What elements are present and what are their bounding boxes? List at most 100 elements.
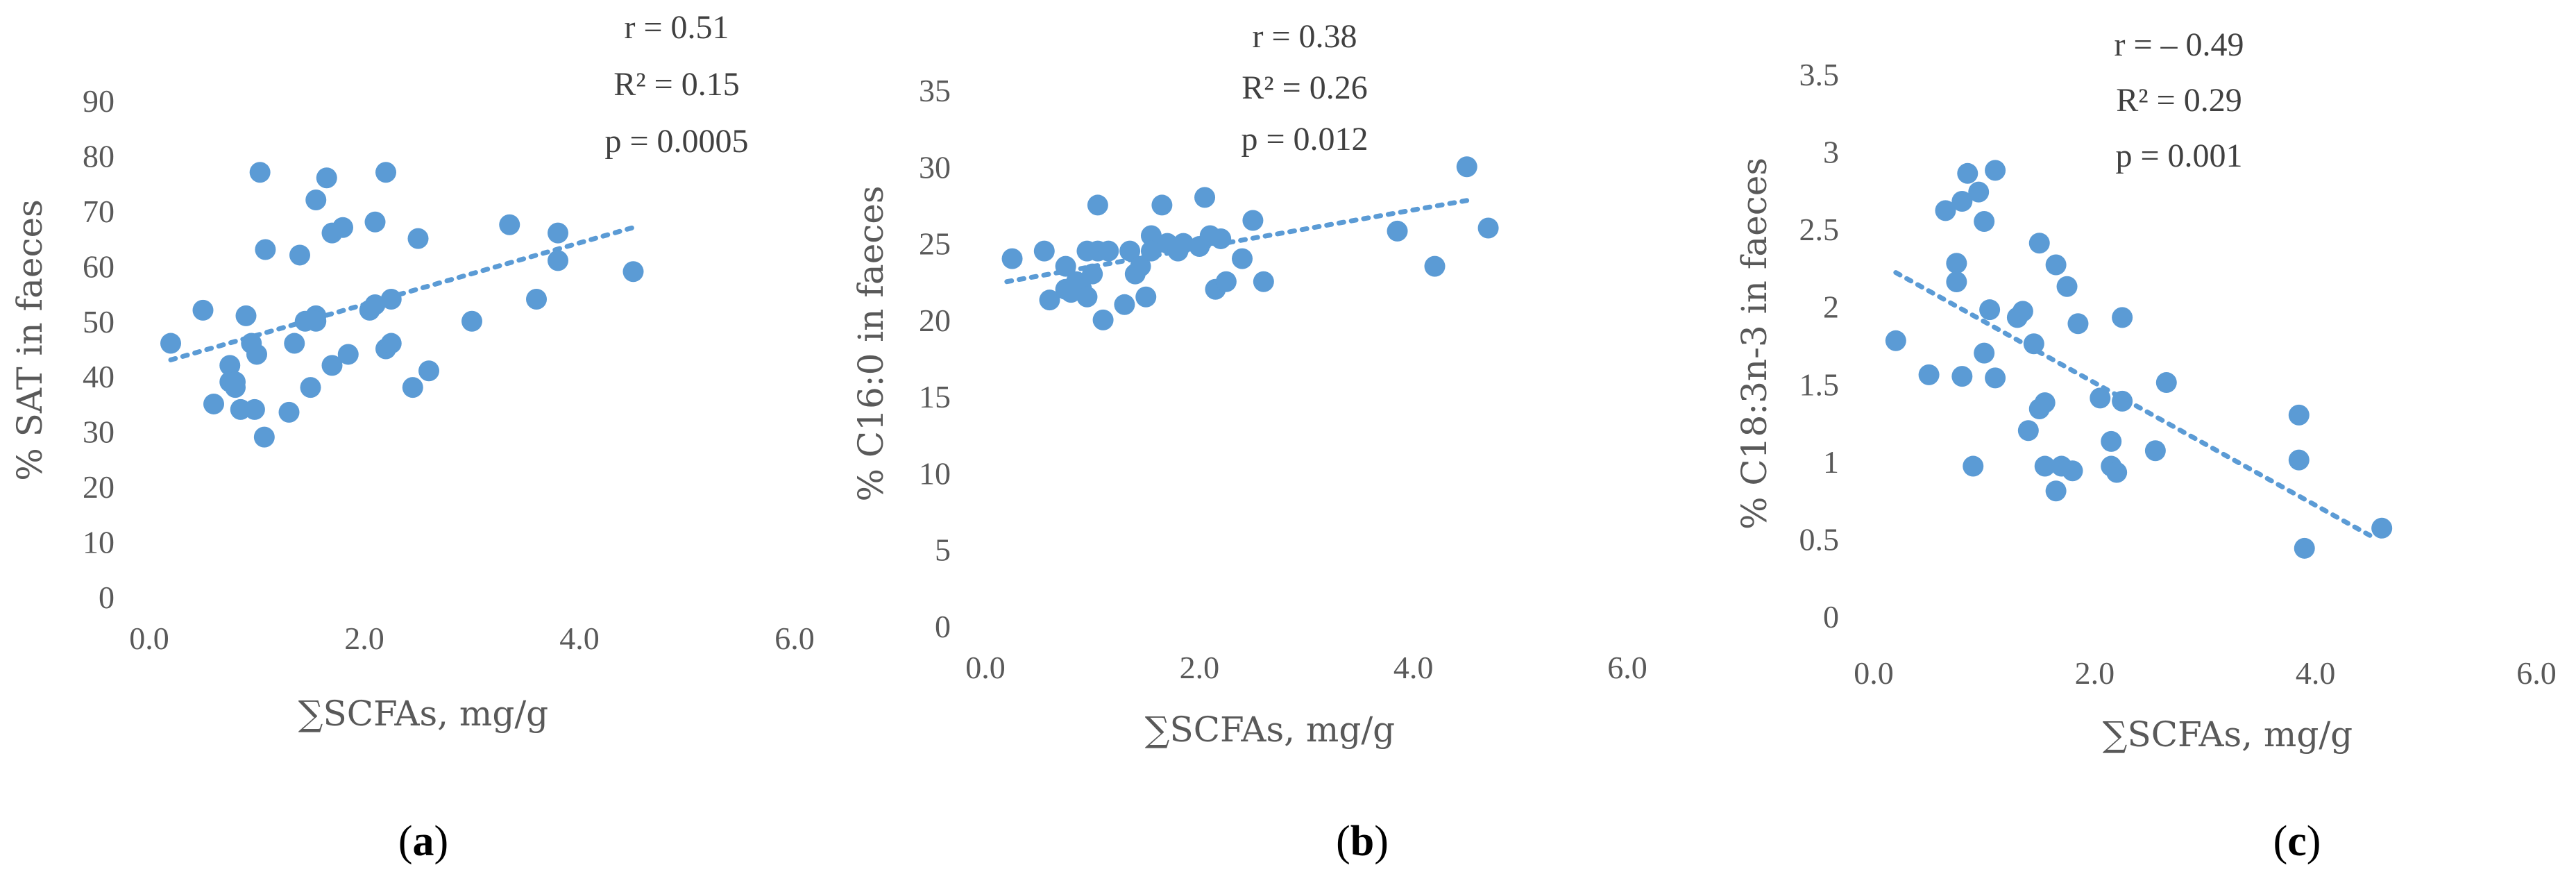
data-point [1215, 271, 1237, 292]
data-point [225, 371, 246, 393]
data-point [235, 305, 257, 326]
x-tick-label: 0.0 [1854, 655, 1894, 691]
y-tick-label: 5 [935, 532, 951, 568]
data-point [1033, 240, 1055, 262]
trendline [1004, 198, 1470, 285]
x-tick-labels-b: 0.0 2.0 4.0 6.0 [965, 650, 1647, 685]
y-axis-title-a: % SAT in faeces [10, 199, 50, 481]
stat-r2-a: R² = 0.15 [613, 66, 739, 103]
stat-p-c: p = 0.001 [2115, 137, 2242, 174]
data-point [160, 333, 181, 354]
data-point [1951, 366, 1973, 387]
y-tick-label: 0.5 [1799, 521, 1840, 557]
data-point [1963, 455, 1984, 477]
data-point [1140, 225, 1162, 246]
trendline-b [1004, 198, 1470, 285]
y-tick-label: 90 [83, 83, 115, 119]
data-point [622, 261, 644, 283]
data-point [1946, 253, 1967, 274]
data-point [1092, 309, 1114, 330]
trendline [1893, 270, 2373, 539]
y-tick-labels-b: 0 5 10 15 20 25 30 35 [919, 73, 951, 644]
data-point [1974, 210, 1995, 232]
y-tick-labels-a: 0 10 20 30 40 50 60 70 80 90 [83, 83, 115, 615]
data-point [1151, 194, 1173, 216]
stat-p-b: p = 0.012 [1241, 121, 1368, 158]
x-tick-label: 4.0 [1393, 650, 1434, 685]
x-tick-label: 2.0 [344, 621, 384, 656]
trendline-c [1893, 270, 2373, 539]
y-tick-label: 1 [1823, 444, 1839, 480]
data-point [1985, 367, 2006, 389]
data-point [1082, 263, 1103, 285]
y-tick-label: 15 [919, 379, 951, 414]
stat-r-a: r = 0.51 [624, 9, 729, 46]
data-point [255, 239, 276, 260]
data-point [1242, 210, 1264, 231]
y-tick-label: 0 [1823, 599, 1839, 635]
data-point [244, 398, 265, 420]
y-tick-label: 2.5 [1799, 212, 1840, 247]
data-point [1968, 181, 1990, 203]
data-point [2144, 440, 2166, 462]
data-points-c [1885, 160, 2393, 559]
data-point [2028, 233, 2050, 254]
data-point [2045, 254, 2067, 276]
data-point [2056, 276, 2078, 297]
y-tick-label: 70 [83, 194, 115, 229]
y-tick-label: 30 [919, 149, 951, 185]
y-tick-labels-c: 0 0.5 1 1.5 2 2.5 3 3.5 [1799, 57, 1840, 635]
x-tick-label: 2.0 [1180, 650, 1220, 685]
data-point [246, 344, 267, 365]
x-axis-title-b: ∑SCFAs, mg/g [1145, 709, 1395, 750]
data-point [2023, 333, 2044, 355]
y-tick-label: 10 [83, 525, 115, 560]
data-point [380, 333, 402, 354]
data-point [1087, 194, 1108, 216]
x-axis-title-a: ∑SCFAs, mg/g [298, 694, 548, 734]
data-point [305, 190, 327, 210]
data-point [1173, 233, 1194, 254]
data-point [1985, 160, 2006, 181]
data-point [1076, 286, 1098, 308]
data-point [1210, 228, 1232, 249]
data-point [305, 310, 327, 332]
data-point [2034, 455, 2056, 477]
data-point [1935, 200, 1956, 221]
x-tick-label: 6.0 [774, 621, 815, 656]
panel-letter-a: a [413, 818, 434, 865]
x-tick-label: 0.0 [965, 650, 1006, 685]
y-tick-label: 1.5 [1799, 367, 1840, 402]
y-tick-label: 3.5 [1799, 57, 1840, 92]
data-point [407, 228, 429, 249]
data-point [2294, 537, 2315, 559]
panel-label-b: (b) [1336, 818, 1389, 865]
data-point [2106, 462, 2128, 483]
data-point [1055, 255, 1076, 277]
stat-p-a: p = 0.0005 [604, 123, 748, 160]
stat-r2-c: R² = 0.29 [2116, 82, 2242, 119]
data-point [375, 162, 396, 183]
y-tick-label: 2 [1823, 289, 1839, 325]
data-point [2112, 390, 2133, 412]
data-point [1001, 248, 1023, 269]
data-point [1253, 271, 1274, 292]
x-tick-label: 0.0 [129, 621, 169, 656]
data-point [1119, 240, 1141, 262]
data-point [1424, 255, 1446, 277]
data-point [1135, 286, 1157, 308]
data-point [1979, 299, 2001, 321]
data-point [192, 299, 214, 321]
data-point [1130, 255, 1151, 277]
data-point [548, 222, 568, 244]
data-point [1232, 248, 1253, 269]
x-tick-label: 6.0 [1607, 650, 1647, 685]
data-point [2017, 420, 2039, 442]
x-tick-labels-c: 0.0 2.0 4.0 6.0 [1854, 655, 2557, 691]
panel-label-a: (a) [398, 818, 448, 865]
data-point [1194, 187, 1216, 208]
data-point [2067, 313, 2089, 335]
x-tick-labels-a: 0.0 2.0 4.0 6.0 [129, 621, 815, 656]
data-point [418, 360, 439, 382]
data-point [1477, 217, 1499, 239]
